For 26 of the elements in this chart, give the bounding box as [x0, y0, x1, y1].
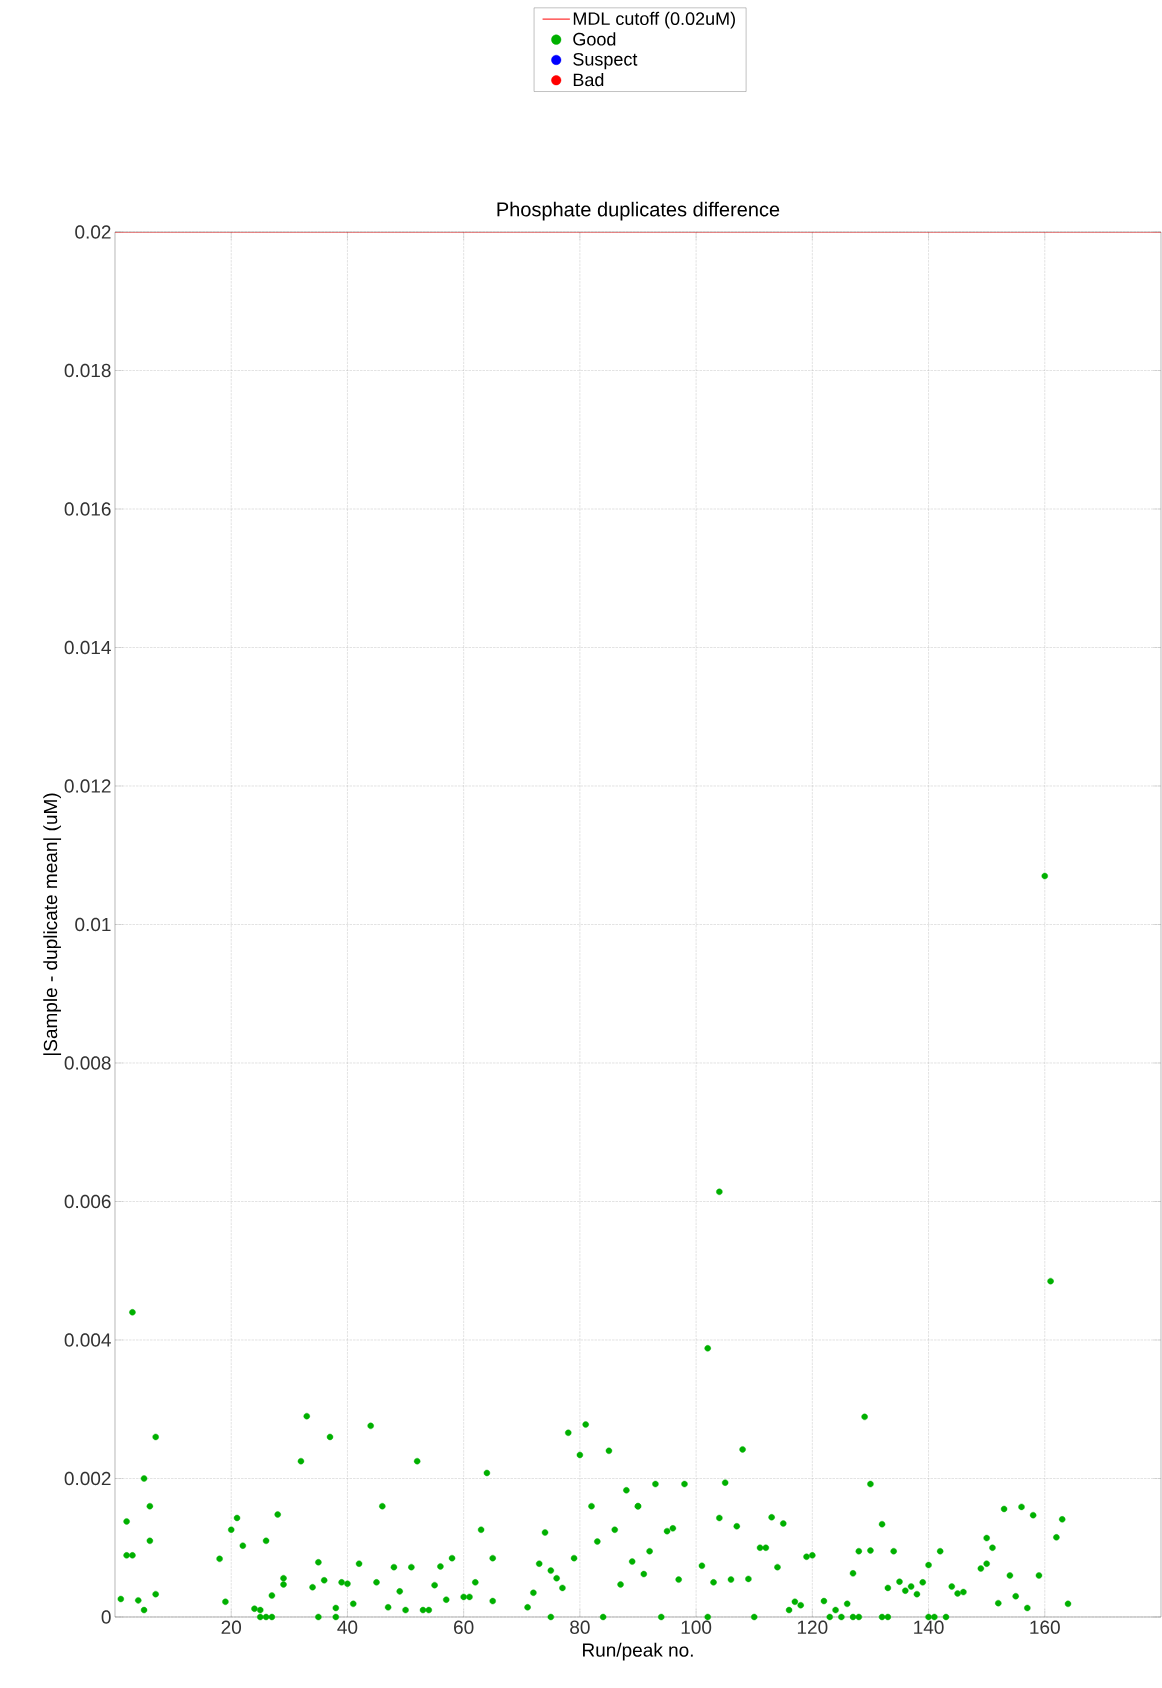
x-tick-label: 140: [914, 1620, 944, 1634]
y-tick-label: 0.018: [64, 363, 111, 378]
x-tick-label: 100: [681, 1620, 712, 1634]
y-tick-label: 0.004: [64, 1333, 111, 1347]
legend-label: Suspect: [573, 52, 638, 70]
x-tick-label: 20: [221, 1620, 242, 1634]
x-tick-label: 80: [570, 1620, 590, 1634]
y-tick-label: 0: [101, 1610, 111, 1624]
legend-label: Good: [573, 32, 616, 46]
legend-label: Bad: [573, 72, 604, 87]
y-tick-label: 0.008: [64, 1056, 111, 1070]
x-axis-title: Run/peak no.: [583, 1642, 693, 1661]
x-tick-label: 60: [454, 1620, 474, 1634]
y-tick-label: 0.01: [75, 917, 111, 932]
chart-title: Phosphate duplicates difference: [497, 201, 780, 221]
y-tick-label: 0.012: [64, 779, 111, 793]
y-tick-label: 0.006: [64, 1194, 111, 1209]
y-tick-label: 0.016: [64, 502, 111, 516]
y-tick-label: 0.002: [64, 1471, 111, 1486]
x-tick-label: 160: [1030, 1620, 1060, 1634]
y-axis-title: |Sample - duplicate mean| (uM): [43, 793, 62, 1055]
x-tick-label: 40: [337, 1620, 358, 1634]
legend-label: MDL cutoff (0.02uM): [573, 11, 735, 29]
y-tick-label: 0.02: [75, 225, 111, 239]
y-tick-label: 0.014: [64, 640, 111, 655]
x-tick-label: 120: [797, 1620, 828, 1634]
